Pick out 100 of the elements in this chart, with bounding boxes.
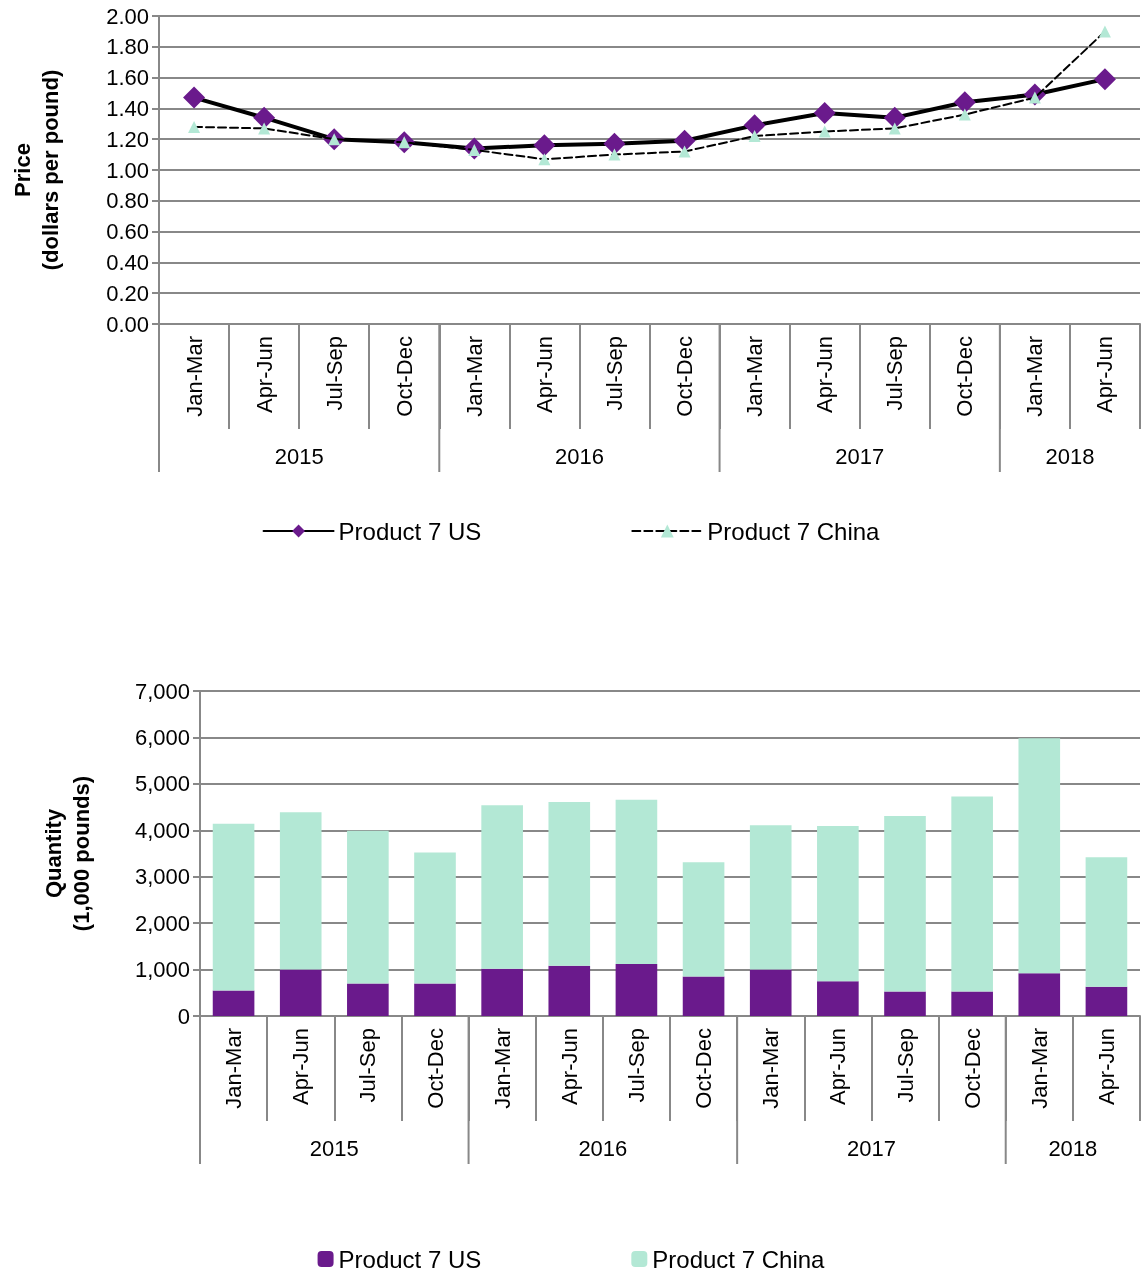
- y-tick-label: 7,000: [134, 678, 190, 704]
- x-tick-label: Apr-Jun: [1093, 1028, 1119, 1106]
- text: 2015: [274, 443, 324, 469]
- point: [818, 125, 831, 138]
- text: 2017: [835, 443, 885, 469]
- x-tick-label: Jan-Mar: [461, 336, 487, 417]
- x-tick-label: Jul-Sep: [355, 1028, 381, 1103]
- x-tick-label: Jul-Sep: [892, 1028, 918, 1103]
- x-tick-label: Jan-Mar: [742, 336, 768, 417]
- x-tick-label: Jul-Sep: [882, 336, 908, 411]
- bar: [347, 983, 389, 1016]
- y-tick-label: 1.40: [106, 95, 149, 121]
- y-tick-label: 1.60: [106, 65, 149, 91]
- bar: [414, 852, 456, 984]
- point: [673, 129, 696, 152]
- bar: [615, 799, 658, 964]
- x-tick-label: Oct-Dec: [952, 336, 978, 417]
- legend-label: Product 7 China: [707, 517, 881, 545]
- y-tick-label: 0.60: [106, 219, 149, 245]
- y-axis-title: Price (dollars per pound): [9, 69, 63, 271]
- bar: [212, 990, 255, 1016]
- point: [748, 130, 761, 143]
- point: [603, 132, 626, 155]
- x-tick-label: Apr-Jun: [251, 336, 277, 414]
- point: [888, 122, 901, 135]
- legend-label: Product 7 China: [652, 1245, 826, 1273]
- text: 2017: [846, 1135, 896, 1161]
- bar: [749, 969, 792, 1016]
- y-tick-label: 1.80: [106, 34, 149, 60]
- y-tick-label: 0: [177, 1003, 190, 1029]
- point: [188, 120, 201, 133]
- x-tick-label: Oct-Dec: [691, 1028, 717, 1109]
- bar: [749, 825, 792, 970]
- y-tick-label: 2.00: [106, 3, 149, 29]
- point: [958, 108, 971, 121]
- x-tick-label: Jan-Mar: [181, 336, 207, 417]
- text: 2015: [309, 1135, 359, 1161]
- x-tick-label: Apr-Jun: [531, 336, 557, 414]
- bar: [1018, 738, 1061, 974]
- legend-label: Product 7 US: [338, 517, 482, 545]
- bar: [951, 796, 993, 992]
- y-tick-label: 1,000: [134, 957, 190, 983]
- bar: [279, 969, 322, 1016]
- y-tick-label: 1.20: [106, 126, 149, 152]
- x-tick-label: Oct-Dec: [672, 336, 698, 417]
- text: 2018: [1048, 1135, 1098, 1161]
- y-tick-label: 0.00: [106, 311, 149, 337]
- point: [253, 106, 276, 129]
- bar: [481, 968, 523, 1016]
- bar: [951, 991, 993, 1016]
- y-tick-label: 1.00: [106, 157, 149, 183]
- bar: [884, 815, 926, 992]
- x-tick-label: Jan-Mar: [1022, 336, 1048, 417]
- point: [1098, 25, 1111, 38]
- point: [533, 134, 556, 157]
- text: 2018: [1045, 443, 1095, 469]
- x-tick-label: Apr-Jun: [556, 1028, 582, 1106]
- bar: [548, 801, 591, 966]
- x-tick-label: Apr-Jun: [812, 336, 838, 414]
- bar: [548, 965, 591, 1016]
- x-tick-label: Apr-Jun: [288, 1028, 314, 1106]
- point: [258, 122, 271, 135]
- x-tick-label: Jan-Mar: [221, 1028, 247, 1109]
- bar: [212, 823, 255, 991]
- x-tick-label: Oct-Dec: [391, 336, 417, 417]
- bar: [1085, 857, 1128, 987]
- x-tick-label: Jul-Sep: [623, 1028, 649, 1103]
- point: [743, 114, 766, 137]
- x-tick-label: Jul-Sep: [601, 336, 627, 411]
- bar: [817, 826, 859, 982]
- point: [538, 153, 551, 166]
- bar: [682, 862, 725, 977]
- point: [883, 106, 906, 129]
- point: [953, 91, 976, 114]
- x-tick-label: Oct-Dec: [422, 1028, 448, 1109]
- x-tick-label: Apr-Jun: [1092, 336, 1118, 414]
- y-tick-label: 0.20: [106, 280, 149, 306]
- point: [183, 86, 206, 109]
- y-tick-label: 0.40: [106, 249, 149, 275]
- point: [813, 102, 836, 125]
- bar: [481, 805, 523, 969]
- x-tick-label: Jul-Sep: [321, 336, 347, 411]
- x-tick-label: Jan-Mar: [758, 1028, 784, 1109]
- point: [608, 148, 621, 161]
- point: [678, 145, 691, 158]
- y-tick-label: 3,000: [134, 864, 190, 890]
- x-tick-label: Apr-Jun: [825, 1028, 851, 1106]
- bar: [682, 976, 725, 1016]
- bar: [279, 812, 322, 970]
- text: 2016: [578, 1135, 628, 1161]
- y-tick-label: 5,000: [134, 771, 190, 797]
- y-tick-label: 4,000: [134, 817, 190, 843]
- y-tick-label: 2,000: [134, 910, 190, 936]
- x-tick-label: Jan-Mar: [1026, 1028, 1052, 1109]
- bar: [347, 830, 389, 984]
- y-tick-label: 0.80: [106, 188, 149, 214]
- y-tick-label: 6,000: [134, 724, 190, 750]
- bar: [884, 991, 926, 1016]
- bar: [414, 983, 456, 1016]
- bar: [817, 981, 859, 1016]
